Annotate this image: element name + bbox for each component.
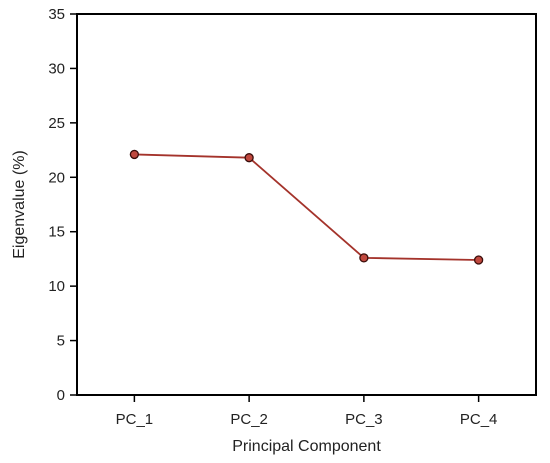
y-tick-label: 0	[57, 387, 65, 404]
x-axis-title: Principal Component	[232, 438, 381, 455]
y-tick-label: 10	[48, 278, 65, 295]
x-tick-label: PC_4	[460, 411, 498, 428]
x-tick-label: PC_2	[230, 411, 268, 428]
data-point	[244, 153, 254, 163]
x-tick-label: PC_1	[116, 411, 154, 428]
y-tick-label: 20	[48, 169, 65, 186]
series-line	[134, 153, 479, 261]
y-tick-label: 15	[48, 224, 65, 241]
data-point	[129, 149, 140, 160]
data-point	[359, 253, 369, 263]
y-tick-label: 5	[57, 333, 65, 350]
x-axis-ticks: PC_1 PC_2 PC_3 PC_4	[116, 395, 498, 428]
y-axis-ticks: 0 5 10 15 20 25 30 35	[48, 6, 77, 404]
y-tick-label: 35	[48, 6, 65, 23]
data-point	[473, 255, 484, 265]
plot-frame	[76, 13, 537, 396]
y-tick-label: 25	[48, 115, 65, 132]
x-tick-label: PC_3	[345, 411, 383, 428]
series-layer	[129, 149, 484, 265]
y-tick-label: 30	[48, 60, 65, 77]
y-axis-title: Eigenvalue (%)	[11, 150, 28, 259]
